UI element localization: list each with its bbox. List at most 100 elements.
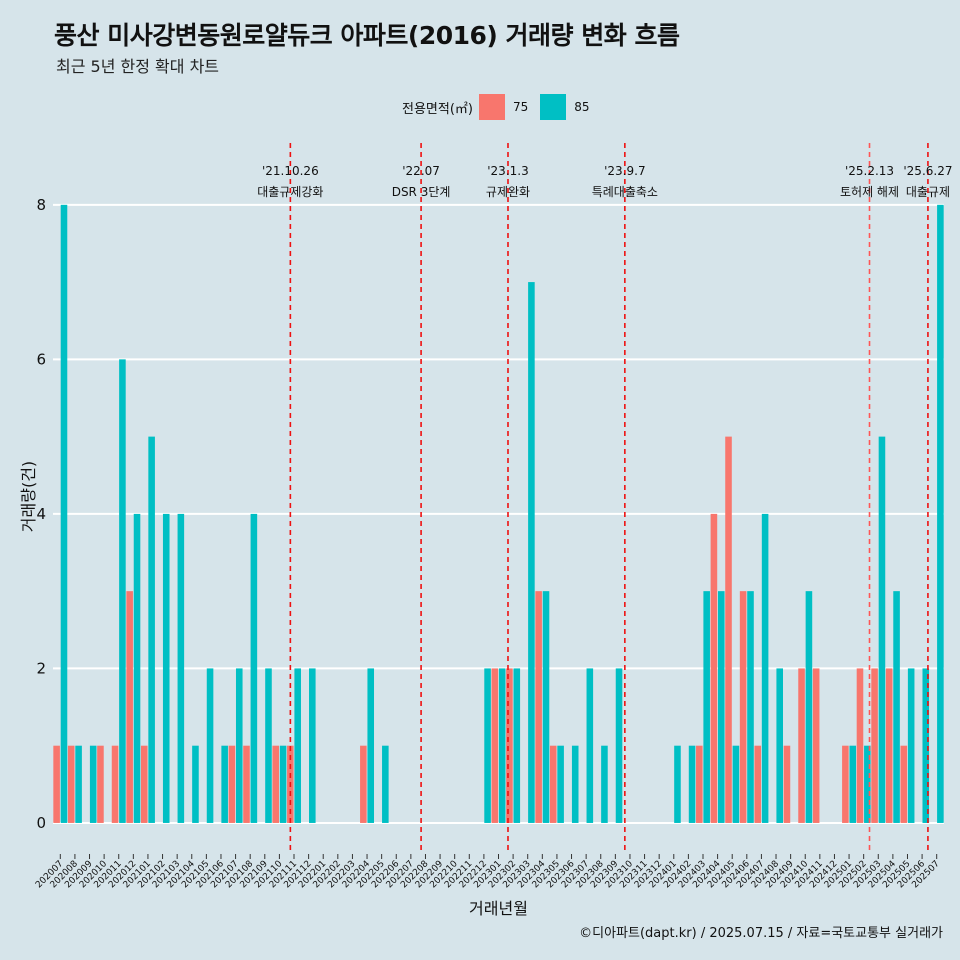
event-date-2: '23.1.3 — [487, 164, 528, 178]
bar-85-202501 — [849, 745, 857, 823]
bar-75-202405 — [725, 436, 732, 823]
bar-85-202105 — [206, 668, 214, 823]
bar-85-202102 — [162, 513, 170, 823]
bar-75-202504 — [885, 668, 893, 823]
event-date-5: '25.6.27 — [903, 164, 952, 178]
bar-85-202504 — [893, 591, 900, 823]
bar-85-202302 — [513, 668, 521, 823]
bar-75-202302 — [506, 668, 513, 823]
bar-85-202112 — [309, 668, 316, 823]
y-tick-label-6: 6 — [36, 350, 46, 368]
legend: 전용면적(㎡) 75 85 — [402, 94, 602, 120]
bar-85-202304 — [542, 591, 550, 823]
bar-85-202011 — [119, 359, 126, 823]
bar-75-202101 — [140, 745, 148, 823]
bar-75-202501 — [842, 745, 849, 823]
bar-85-202503 — [878, 436, 886, 823]
bar-75-202411 — [812, 668, 820, 823]
bar-85-202403 — [703, 591, 710, 823]
bar-85-202406 — [747, 591, 754, 823]
bar-75-202505 — [900, 745, 908, 823]
bar-75-202406 — [739, 591, 747, 823]
bar-85-202007 — [60, 204, 68, 823]
chart-subtitle: 최근 5년 한정 확대 차트 — [56, 57, 220, 76]
bar-75-202008 — [67, 745, 75, 823]
bar-75-202407 — [754, 745, 762, 823]
bar-75-202107 — [228, 745, 236, 823]
bar-85-202407 — [761, 513, 769, 823]
legend-swatch-75 — [478, 94, 505, 120]
bar-75-202502 — [856, 668, 864, 823]
bar-85-202107 — [235, 668, 243, 823]
bar-85-202009 — [89, 745, 97, 823]
event-date-0: '21.10.26 — [262, 164, 319, 178]
bar-75-202108 — [243, 745, 250, 823]
bar-75-202010 — [97, 745, 104, 823]
bar-75-202204 — [360, 745, 367, 823]
bar-85-202402 — [688, 745, 696, 823]
bar-75-202403 — [696, 745, 703, 823]
bar-85-202104 — [192, 745, 199, 823]
bar-85-202308 — [601, 745, 608, 823]
event-label-5: 대출규제 — [906, 185, 950, 199]
chart-title: 풍산 미사강변동원로얄듀크 아파트(2016) 거래량 변화 흐름 — [54, 21, 680, 50]
legend-swatch-85 — [540, 94, 567, 120]
bar-85-202401 — [674, 745, 681, 823]
legend-label-75: 75 — [512, 100, 529, 114]
bar-85-202505 — [907, 668, 915, 823]
bar-75-202409 — [783, 745, 791, 823]
bar-85-202012 — [133, 513, 141, 823]
bar-85-202405 — [732, 745, 740, 823]
bar-85-202103 — [177, 513, 185, 823]
bar-75-202304 — [535, 591, 542, 823]
bar-85-202212 — [484, 668, 491, 823]
bar-85-202204 — [367, 668, 375, 823]
bar-85-202108 — [250, 513, 258, 823]
bar-75-202410 — [798, 668, 805, 823]
bar-75-202007 — [53, 745, 60, 823]
bar-75-202012 — [126, 591, 133, 823]
legend-label-85: 85 — [574, 100, 590, 114]
event-date-4: '25.2.13 — [845, 164, 894, 178]
y-tick-label-0: 0 — [36, 814, 46, 832]
bar-85-202303 — [528, 282, 535, 823]
event-date-1: '22.07 — [402, 164, 440, 178]
bar-85-202404 — [717, 591, 725, 823]
bar-85-202205 — [382, 745, 389, 823]
credit-text: ©디아파트(dapt.kr) / 2025.07.15 / 자료=국토교통부 실… — [579, 926, 943, 941]
bar-85-202106 — [221, 745, 228, 823]
y-axis-title: 거래량(건) — [19, 461, 38, 532]
x-axis-title: 거래년월 — [469, 899, 528, 918]
bar-85-202502 — [864, 745, 871, 823]
bar-75-202011 — [111, 745, 119, 823]
event-label-3: 특례대출축소 — [592, 185, 658, 199]
bar-75-202305 — [549, 745, 557, 823]
bar-85-202008 — [75, 745, 82, 823]
bar-85-202507 — [937, 204, 944, 823]
event-label-4: 토허제 해제 — [840, 185, 899, 199]
bar-85-202101 — [148, 436, 155, 823]
event-label-0: 대출규제강화 — [257, 185, 323, 199]
bar-85-202410 — [805, 591, 813, 823]
bar-75-202404 — [710, 513, 718, 823]
bar-75-202110 — [272, 745, 280, 823]
bar-85-202307 — [586, 668, 594, 823]
bar-85-202301 — [498, 668, 506, 823]
bar-85-202309 — [615, 668, 623, 823]
y-tick-label-8: 8 — [36, 196, 46, 214]
event-date-3: '23.9.7 — [604, 164, 645, 178]
legend-title: 전용면적(㎡) — [402, 101, 473, 117]
y-tick-label-2: 2 — [36, 659, 46, 677]
bar-85-202305 — [557, 745, 564, 823]
event-label-1: DSR 3단계 — [392, 185, 451, 199]
bar-85-202109 — [265, 668, 272, 823]
event-label-2: 규제완화 — [486, 185, 530, 199]
bar-85-202110 — [279, 745, 287, 823]
y-tick-label-4: 4 — [36, 505, 46, 523]
bar-85-202506 — [922, 668, 930, 823]
bar-85-202111 — [294, 668, 301, 823]
bar-75-202301 — [491, 668, 499, 823]
bar-75-202503 — [871, 668, 878, 823]
bar-85-202408 — [776, 668, 783, 823]
